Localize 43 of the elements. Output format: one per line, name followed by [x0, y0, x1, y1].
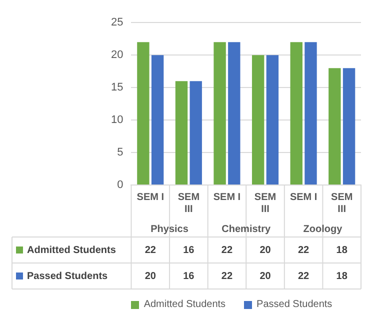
x-tick-label: SEM III: [331, 192, 353, 215]
bar: [304, 42, 317, 184]
bar: [190, 81, 202, 184]
text: Admitted Students: [144, 299, 226, 310]
text: Physics: [150, 224, 189, 235]
bar: [328, 68, 341, 184]
y-tick-label: 20: [110, 49, 124, 62]
bar: [252, 55, 264, 184]
data-label: 16: [183, 244, 195, 256]
x-tick-label: SEM I: [213, 192, 241, 203]
x-tick-label: SEM III: [254, 192, 276, 215]
data-label: 18: [336, 244, 348, 256]
data-label: 20: [260, 244, 272, 256]
data-label: 22: [221, 244, 233, 256]
text: Passed Students: [256, 299, 332, 310]
bar: [151, 55, 164, 184]
y-tick-label: 10: [110, 114, 124, 126]
legend-label: Admitted Students: [27, 244, 116, 256]
bar: [137, 42, 150, 184]
x-tick-label: SEM I: [136, 192, 164, 203]
bar: [342, 68, 356, 184]
x-tick-label: SEM III: [178, 192, 200, 215]
legend-label: Passed Students: [27, 270, 108, 282]
y-tick-label: 5: [117, 146, 124, 159]
data-label: 22: [298, 244, 310, 256]
bar: [175, 81, 188, 184]
bar: [214, 42, 226, 184]
text: Chemistry: [222, 224, 272, 235]
bar: [290, 42, 302, 184]
data-label: 16: [183, 270, 195, 282]
text: Zoology: [303, 224, 343, 235]
data-label: 20: [260, 270, 272, 282]
y-tick-label: 0: [117, 179, 124, 192]
data-label: 18: [336, 270, 348, 282]
bar: [266, 55, 279, 184]
x-tick-label: SEM I: [290, 192, 318, 203]
data-label: 22: [144, 244, 156, 256]
y-tick-label: 15: [110, 82, 124, 94]
data-label: 22: [221, 270, 233, 282]
bar: [228, 42, 240, 184]
data-label: 20: [144, 270, 156, 282]
data-label: 22: [298, 270, 310, 282]
y-tick-label: 25: [110, 16, 124, 29]
